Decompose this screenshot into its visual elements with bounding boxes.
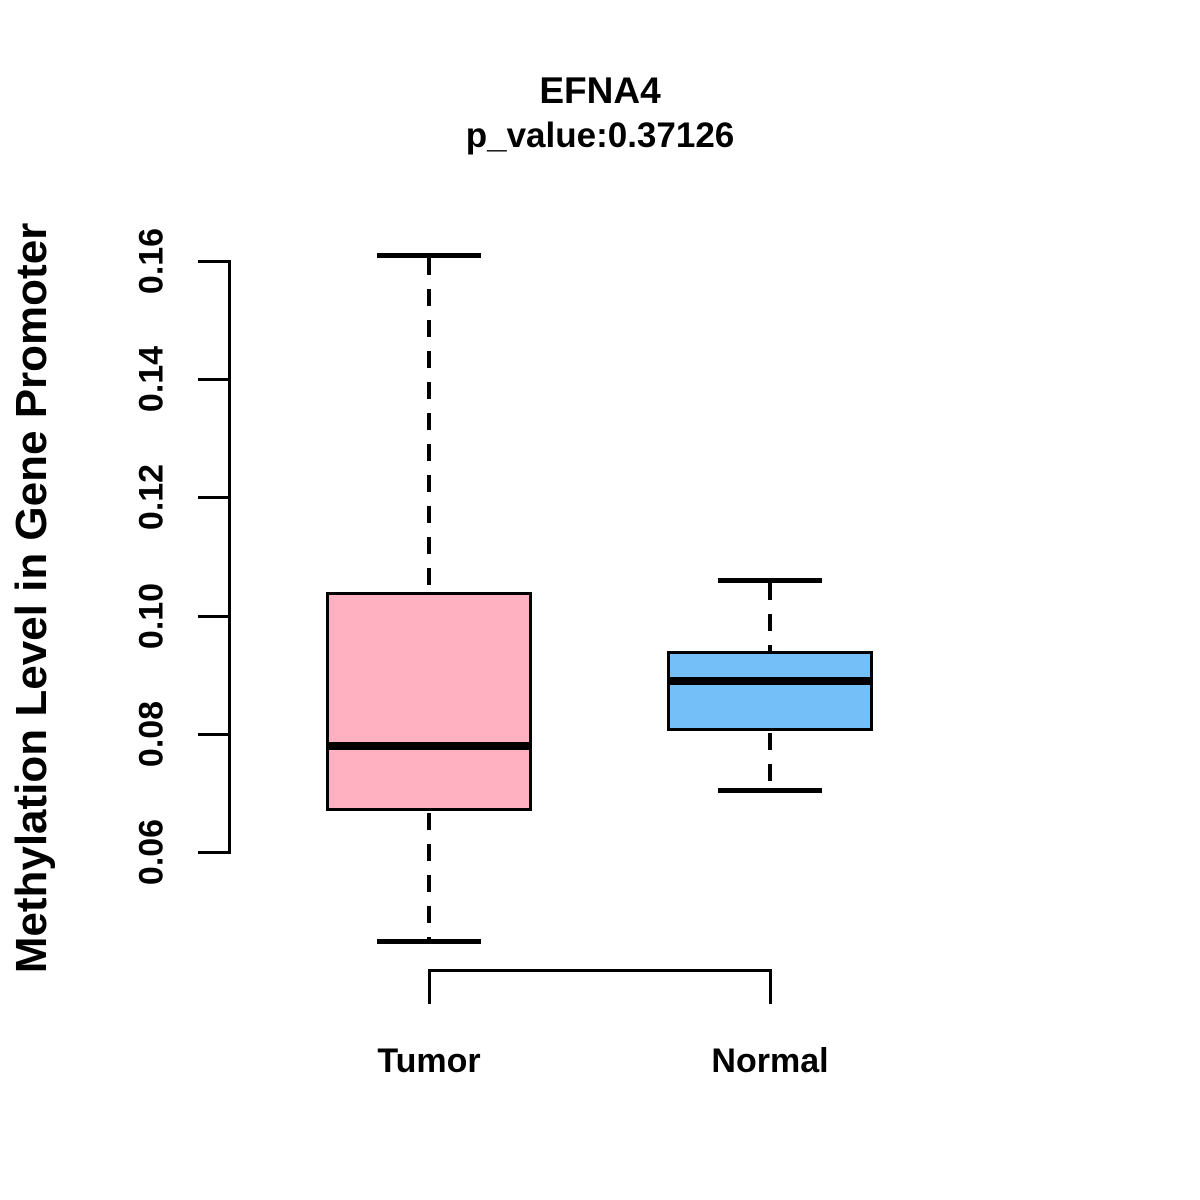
y-tick-label: 0.10: [132, 582, 171, 650]
y-tick-label: 0.06: [132, 818, 171, 886]
whisker-cap-upper-normal: [718, 578, 822, 583]
whisker-cap-upper-tumor: [377, 253, 481, 258]
chart-title: EFNA4: [539, 70, 661, 111]
y-axis-line: [228, 260, 231, 854]
y-tick-label: 0.08: [132, 700, 171, 768]
whisker-upper-normal: [768, 583, 772, 651]
y-tick: [198, 733, 230, 736]
y-tick-label: 0.12: [132, 463, 171, 531]
x-axis-line: [428, 969, 772, 972]
x-axis-tick-tumor: [428, 969, 431, 1004]
chart-subtitle: p_value:0.37126: [465, 116, 735, 155]
median-line-normal: [667, 677, 873, 685]
whisker-cap-lower-normal: [718, 788, 822, 793]
y-tick: [198, 615, 230, 618]
whisker-upper-tumor: [427, 258, 431, 592]
whisker-lower-normal: [768, 733, 772, 788]
whisker-cap-lower-tumor: [377, 939, 481, 944]
y-tick-label: 0.16: [132, 227, 171, 295]
y-tick: [198, 496, 230, 499]
x-axis-tick-normal: [769, 969, 772, 1004]
y-tick-label: 0.14: [132, 345, 171, 413]
box-tumor: [326, 592, 532, 811]
y-tick: [198, 260, 230, 263]
y-axis-label: Methylation Level in Gene Promoter: [7, 222, 56, 974]
whisker-lower-tumor: [427, 813, 431, 939]
x-category-label-normal: Normal: [711, 1042, 829, 1080]
y-tick: [198, 378, 230, 381]
median-line-tumor: [326, 742, 532, 750]
box-normal: [667, 651, 873, 731]
y-tick: [198, 851, 230, 854]
x-category-label-tumor: Tumor: [377, 1042, 481, 1080]
